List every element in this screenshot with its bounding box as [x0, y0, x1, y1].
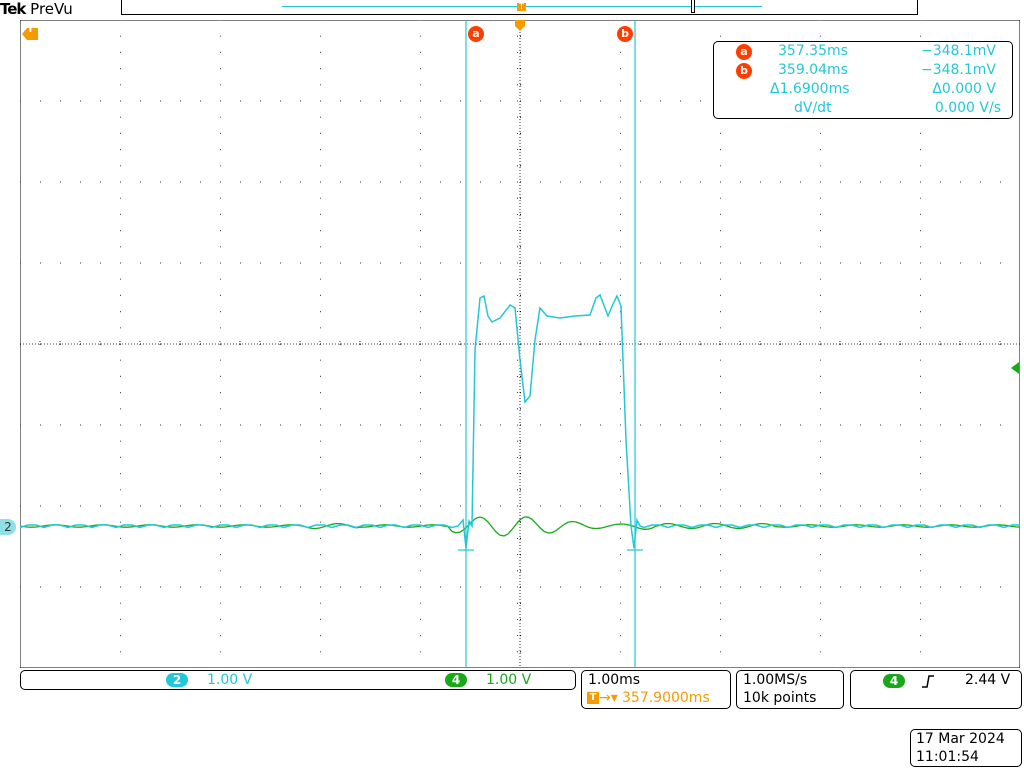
sample-rate: 1.00MS/s [743, 672, 808, 688]
trigger-position-marker[interactable] [515, 20, 525, 31]
acquisition-panel[interactable]: 1.00MS/s 10k points [736, 670, 844, 709]
horizontal-panel[interactable]: 1.00ms T →▾ 357.9000ms [581, 670, 731, 709]
channel-2-ground-marker[interactable]: 2 [0, 519, 16, 535]
cursor-b-time: 359.04ms [778, 62, 848, 78]
channel-4-badge[interactable]: 4 [445, 673, 467, 687]
record-view-bar[interactable]: T [121, 0, 918, 15]
trigger-panel[interactable]: 4 2.44 V [850, 670, 1022, 709]
brand-label: Tek PreVu [0, 0, 73, 18]
graticule-center-lines [20, 20, 1020, 668]
channel-4-scale[interactable]: 1.00 V [486, 672, 532, 688]
brand-name: Tek [0, 0, 26, 18]
record-trigger-marker: T [517, 3, 526, 11]
cursor-a-time: 357.35ms [778, 43, 848, 59]
vertical-scale-panel[interactable]: 2 1.00 V 4 1.00 V [20, 670, 576, 690]
horizontal-position[interactable]: 357.9000ms [622, 690, 710, 706]
cursor-b-value: −348.1mV [920, 62, 996, 78]
cursor-a-handle[interactable]: a [468, 22, 484, 42]
datetime-panel: 17 Mar 2024 11:01:54 [910, 729, 1022, 767]
slope-value: 0.000 V/s [934, 100, 1001, 116]
record-window-indicator[interactable] [691, 0, 695, 13]
rising-edge-icon [922, 675, 934, 688]
slope-label: dV/dt [794, 100, 832, 116]
cursor-delta-time: Δ1.6900ms [770, 81, 850, 97]
cursor-delta-value: Δ0.000 V [932, 81, 996, 97]
time-per-division[interactable]: 1.00ms [588, 672, 641, 688]
waveform-display[interactable] [20, 20, 1020, 668]
trigger-level-marker[interactable] [1011, 362, 1019, 374]
cursor-readout-panel: a 357.35ms −348.1mV b 359.04ms −348.1mV … [713, 41, 1013, 119]
cursor-b-badge: b [617, 26, 633, 42]
readout-cursor-a-badge: a [736, 44, 752, 60]
channel-2-waveform [20, 293, 1020, 549]
trigger-holdoff-tag: T [22, 24, 38, 40]
cursor-b-handle[interactable]: b [617, 22, 633, 42]
cursor-a-badge: a [468, 26, 484, 42]
horizontal-trigger-icon: T [587, 692, 599, 704]
date-label: 17 Mar 2024 [916, 731, 1005, 747]
graticule-center-axes [20, 20, 1020, 668]
channel-2-scale[interactable]: 1.00 V [207, 672, 253, 688]
trigger-source-badge[interactable]: 4 [883, 674, 905, 688]
horizontal-position-arrow-icon: →▾ [599, 690, 618, 706]
channel-2-badge[interactable]: 2 [166, 673, 188, 687]
record-length: 10k points [743, 690, 817, 706]
readout-cursor-b-badge: b [736, 63, 752, 79]
trigger-tag-label: T [27, 24, 34, 35]
time-label: 11:01:54 [916, 749, 979, 765]
trigger-level[interactable]: 2.44 V [965, 672, 1011, 688]
cursor-a-value: −348.1mV [920, 43, 996, 59]
prevu-mode-label: PreVu [30, 0, 73, 18]
